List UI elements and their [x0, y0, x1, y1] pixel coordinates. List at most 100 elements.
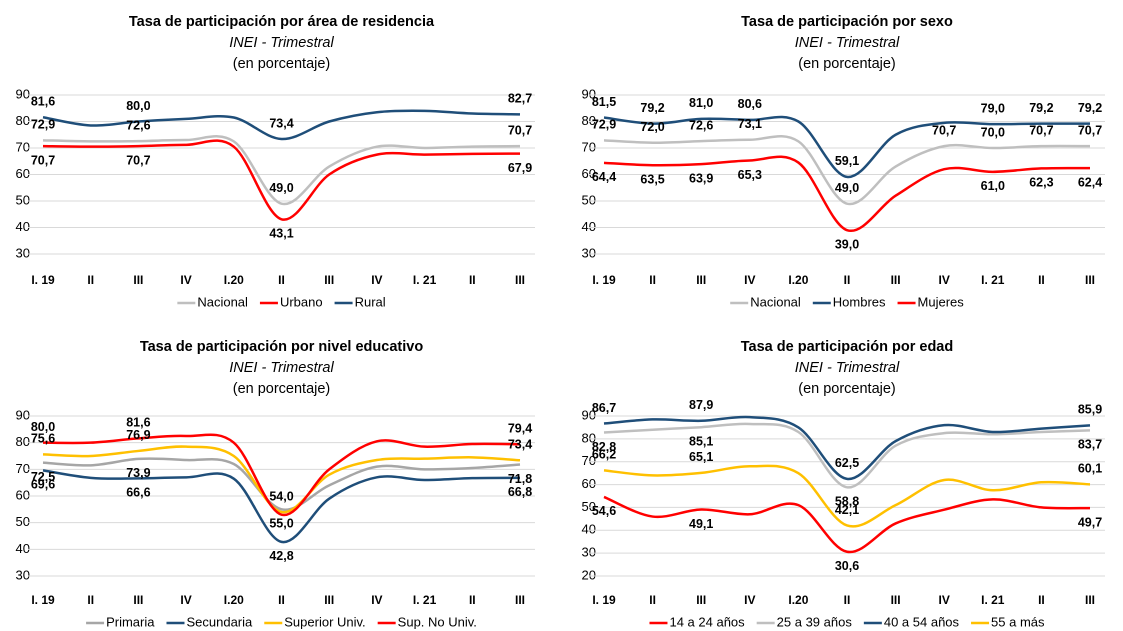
data-label: 82,8: [592, 440, 616, 454]
data-label: 71,8: [508, 472, 532, 486]
y-tick-label: 50: [582, 499, 596, 514]
chart-subtitle: INEI - Trimestral: [795, 360, 900, 376]
data-label: 49,0: [835, 181, 859, 195]
x-tick-label: I. 19: [31, 273, 55, 287]
chart-unit: (en porcentaje): [233, 381, 331, 397]
data-label: 30,6: [835, 559, 859, 573]
x-tick-label: III: [133, 593, 143, 607]
legend-label: Nacional: [750, 294, 801, 309]
data-label: 83,7: [1078, 438, 1102, 452]
data-label: 73,4: [269, 116, 293, 130]
data-label: 80,6: [738, 97, 762, 111]
data-label: 75,6: [31, 432, 55, 446]
x-tick-label: II: [469, 273, 476, 287]
series-line: [42, 109, 521, 141]
x-tick-label: I. 21: [981, 273, 1005, 287]
x-tick-label: I. 19: [592, 593, 616, 607]
y-tick-label: 60: [582, 166, 596, 181]
data-label: 62,3: [1029, 176, 1053, 190]
series-line: [42, 457, 521, 511]
data-label: 72,9: [31, 118, 55, 132]
chart-panel: Tasa de participación por nivel educativ…: [16, 339, 535, 629]
series-line: [603, 134, 1091, 206]
x-tick-label: II: [469, 593, 476, 607]
y-tick-label: 20: [582, 567, 596, 582]
y-tick-label: 60: [16, 487, 30, 502]
x-tick-label: II: [278, 593, 285, 607]
x-tick-label: II: [844, 593, 851, 607]
series-line: [603, 415, 1091, 481]
chart-title: Tasa de participación por edad: [741, 339, 953, 355]
series-line: [603, 464, 1091, 528]
data-label: 65,3: [738, 168, 762, 182]
data-label: 69,6: [31, 478, 55, 492]
chart-subtitle: INEI - Trimestral: [795, 35, 900, 51]
data-label: 82,7: [508, 92, 532, 106]
data-label: 79,4: [508, 422, 532, 436]
data-label: 70,7: [508, 123, 532, 137]
legend: Nacional Urbano Rural: [177, 294, 386, 309]
series-line: [603, 495, 1091, 554]
data-label: 55,0: [269, 517, 293, 531]
legend-label: Mujeres: [918, 294, 965, 309]
x-tick-label: II: [649, 273, 656, 287]
chart-title: Tasa de participación por sexo: [741, 14, 953, 30]
data-label: 72,5: [31, 470, 55, 484]
y-tick-label: 70: [16, 461, 30, 476]
chart-subtitle: INEI - Trimestral: [229, 360, 334, 376]
data-label: 81,6: [126, 416, 150, 430]
data-label: 49,1: [689, 517, 713, 531]
data-label: 73,4: [508, 438, 532, 452]
y-tick-label: 50: [16, 192, 30, 207]
y-tick-label: 90: [582, 407, 596, 422]
y-tick-label: 90: [16, 86, 30, 101]
chart-panel: Tasa de participación por sexo INEI - Tri…: [582, 14, 1105, 309]
legend: 14 a 24 años 25 a 39 años 40 a 54 años 55 a…: [649, 614, 1045, 629]
legend-label: 25 a 39 años: [777, 614, 853, 629]
legend-label: Nacional: [197, 294, 248, 309]
data-label: 42,8: [269, 549, 293, 563]
legend-label: Sup. No Univ.: [398, 614, 477, 629]
data-label: 43,1: [269, 227, 293, 241]
series-line: [603, 115, 1091, 179]
y-tick-label: 60: [16, 166, 30, 181]
data-label: 70,7: [1029, 123, 1053, 137]
data-label: 54,6: [592, 504, 616, 518]
data-label: 63,5: [640, 173, 664, 187]
x-tick-label: IV: [180, 593, 191, 607]
x-tick-label: III: [515, 273, 525, 287]
x-tick-label: III: [133, 273, 143, 287]
x-tick-label: II: [844, 273, 851, 287]
y-tick-label: 30: [582, 545, 596, 560]
y-tick-label: 30: [582, 245, 596, 260]
x-tick-label: I. 21: [981, 593, 1005, 607]
x-tick-label: III: [324, 593, 334, 607]
data-label: 49,7: [1078, 515, 1102, 529]
data-label: 63,9: [689, 171, 713, 185]
legend-label: 14 a 24 años: [669, 614, 745, 629]
data-label: 79,2: [1078, 101, 1102, 115]
y-tick-label: 40: [16, 541, 30, 556]
x-tick-label: III: [891, 273, 901, 287]
x-tick-label: III: [515, 593, 525, 607]
data-label: 72,0: [640, 120, 664, 134]
x-tick-label: III: [1085, 593, 1095, 607]
x-tick-label: III: [324, 273, 334, 287]
data-label: 62,4: [1078, 175, 1102, 189]
x-tick-label: IV: [744, 273, 755, 287]
data-label: 70,7: [932, 123, 956, 137]
y-tick-label: 80: [16, 113, 30, 128]
data-label: 85,1: [689, 434, 713, 448]
legend-label: Hombres: [833, 294, 886, 309]
legend: Primaria Secundaria Superior Univ. Sup. No …: [86, 614, 477, 629]
x-tick-label: II: [1038, 593, 1045, 607]
x-tick-label: II: [278, 273, 285, 287]
series-line: [42, 445, 521, 514]
legend-label: Primaria: [106, 614, 155, 629]
x-tick-label: I.20: [788, 593, 808, 607]
data-label: 65,1: [689, 450, 713, 464]
y-tick-label: 30: [16, 245, 30, 260]
legend-label: Rural: [355, 294, 386, 309]
chart-panel: Tasa de participación por edad INEI - Tri…: [582, 339, 1105, 629]
y-tick-label: 80: [582, 113, 596, 128]
